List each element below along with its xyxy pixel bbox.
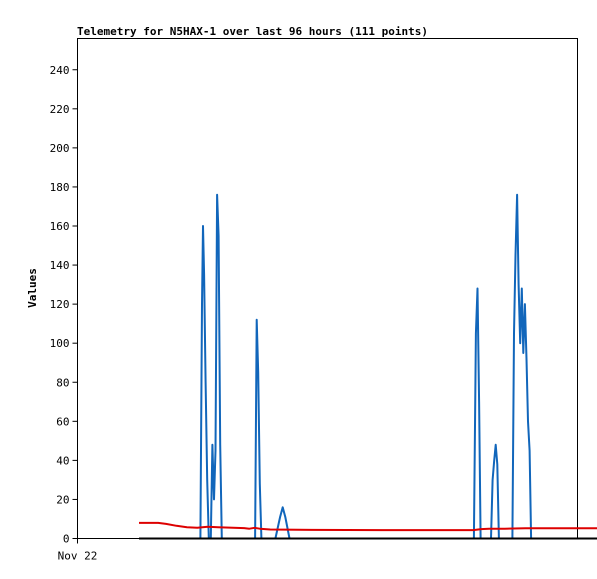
y-axis-label: Values — [26, 268, 39, 308]
chart-title: Telemetry for N5HAX-1 over last 96 hours… — [77, 25, 428, 38]
y-tick-label: 20 — [56, 493, 69, 506]
y-tick-label: 60 — [56, 415, 69, 428]
x-axis-ticks: Nov 22 — [58, 538, 98, 563]
series-layer — [139, 193, 597, 540]
y-tick-label: 240 — [50, 64, 70, 77]
y-tick-label: 220 — [50, 103, 70, 116]
y-tick-label: 180 — [50, 181, 70, 194]
y-tick-label: 120 — [50, 298, 70, 311]
y-tick-label: 160 — [50, 220, 70, 233]
y-tick-label: 40 — [56, 454, 69, 467]
y-tick-label: 140 — [50, 259, 70, 272]
y-tick-label: 0 — [63, 533, 70, 546]
plot-frame — [77, 38, 578, 539]
x-tick-label: Nov 22 — [58, 550, 98, 563]
y-tick-label: 80 — [56, 376, 69, 389]
series-line-2 — [139, 521, 597, 532]
y-tick-label: 100 — [50, 337, 70, 350]
y-tick-label: 200 — [50, 142, 70, 155]
y-axis-ticks: 0 20 40 60 80 100 120 140 160 180 200 220 240 — [50, 64, 78, 546]
